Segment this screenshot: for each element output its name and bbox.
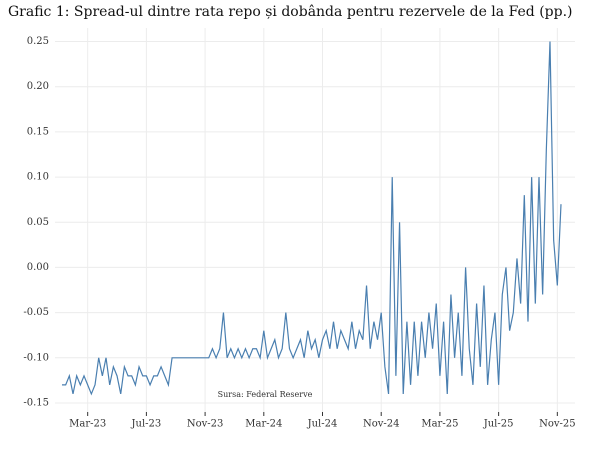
chart-title: Grafic 1: Spread-ul dintre rata repo și …: [8, 4, 573, 20]
y-tick-label: -0.05: [23, 307, 49, 318]
y-tick-label: -0.10: [23, 352, 49, 363]
x-tick-label: Jul-24: [307, 419, 338, 430]
y-tick-label: 0.00: [27, 262, 49, 273]
x-tick-label: Mar-24: [245, 419, 282, 430]
x-tick-label: Nov-25: [539, 419, 576, 430]
y-tick-label: 0.05: [27, 217, 49, 228]
x-tick-label: Jul-23: [131, 419, 162, 430]
x-tick-label: Jul-25: [483, 419, 514, 430]
source-note: Sursa: Federal Reserve: [218, 390, 313, 399]
x-tick-label: Mar-25: [421, 419, 458, 430]
y-tick-label: -0.15: [23, 397, 49, 408]
y-tick-label: 0.25: [27, 36, 49, 47]
y-tick-label: 0.20: [27, 81, 49, 92]
x-tick-label: Nov-23: [187, 419, 224, 430]
y-tick-label: 0.15: [27, 126, 49, 137]
x-tick-label: Mar-23: [69, 419, 106, 430]
x-tick-label: Nov-24: [363, 419, 400, 430]
data-line: [62, 41, 562, 396]
y-tick-label: 0.10: [27, 172, 49, 183]
